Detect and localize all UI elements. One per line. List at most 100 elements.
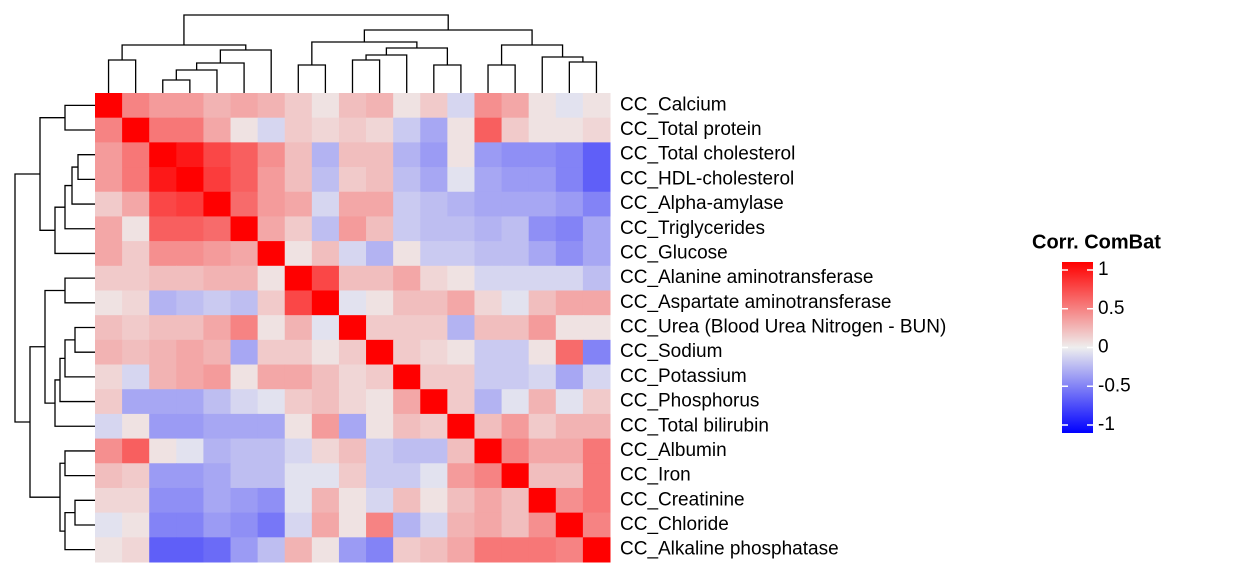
heatmap-cell <box>447 93 475 119</box>
row-label: CC_Glucose <box>620 242 728 263</box>
heatmap-cell <box>338 413 367 440</box>
row-label: CC_Iron <box>620 465 691 486</box>
heatmap-cell <box>203 290 232 316</box>
heatmap-cell <box>149 463 177 489</box>
heatmap-cell <box>582 463 611 489</box>
heatmap-cell <box>582 438 611 464</box>
heatmap-cell <box>149 389 177 415</box>
heatmap-cell <box>338 339 367 366</box>
heatmap-cell <box>311 265 340 291</box>
heatmap-cell <box>284 93 313 119</box>
heatmap-cell <box>95 315 123 341</box>
heatmap-cell <box>257 191 286 217</box>
heatmap-cell <box>176 364 204 390</box>
heatmap-cell <box>203 142 232 168</box>
heatmap-cell <box>95 389 123 415</box>
heatmap-cell <box>447 487 475 514</box>
heatmap-cell <box>122 463 150 489</box>
heatmap-cell <box>420 265 448 291</box>
heatmap-cell <box>366 142 394 168</box>
heatmap-cell <box>95 191 123 217</box>
heatmap-cell <box>501 241 530 267</box>
heatmap-cell <box>582 339 611 366</box>
dendrogram-branch <box>175 69 218 93</box>
heatmap-cell <box>338 389 367 415</box>
row-label: CC_Creatinine <box>620 489 745 510</box>
dendrogram-branch <box>64 511 95 551</box>
heatmap-cell <box>149 438 177 464</box>
heatmap-cell <box>284 537 313 563</box>
heatmap-cell <box>284 364 313 390</box>
heatmap-cell <box>474 537 503 563</box>
heatmap-cell <box>366 339 394 366</box>
heatmap-cell <box>528 339 557 366</box>
heatmap-cell <box>393 241 421 267</box>
row-label: CC_Albumin <box>620 440 727 461</box>
heatmap-cell <box>474 167 503 193</box>
heatmap-cell <box>257 241 286 267</box>
heatmap-cell <box>393 389 421 415</box>
heatmap-cell <box>501 389 530 415</box>
heatmap-cell <box>501 512 530 538</box>
heatmap-cell <box>420 241 448 267</box>
dendrogram-branch <box>74 326 95 353</box>
heatmap-cell <box>555 413 584 440</box>
legend-title: Corr. ComBat <box>1032 231 1161 253</box>
heatmap-cell <box>176 389 204 415</box>
dendrogram-branch <box>64 104 95 131</box>
heatmap-cell <box>176 315 204 341</box>
dendrogram-branch <box>54 206 95 255</box>
dendrogram-branch <box>568 61 598 93</box>
heatmap-cell <box>366 537 394 563</box>
heatmap-cell <box>176 93 204 119</box>
heatmap-cell <box>582 487 611 514</box>
dendrogram-branch <box>385 47 449 65</box>
heatmap-cell <box>95 364 123 390</box>
heatmap-cell <box>393 438 421 464</box>
heatmap-cell <box>176 463 204 489</box>
heatmap-cell <box>501 290 530 316</box>
row-label: CC_Chloride <box>620 514 729 535</box>
heatmap-cell <box>284 438 313 464</box>
heatmap-cell <box>311 512 340 538</box>
heatmap-cell <box>528 389 557 415</box>
heatmap-cell <box>257 142 286 168</box>
heatmap-cell <box>149 117 177 143</box>
heatmap-cell <box>420 364 448 390</box>
heatmap-cell <box>284 142 313 168</box>
heatmap-cell <box>338 315 367 341</box>
dendrogram-branch <box>64 184 95 230</box>
heatmap-cell <box>95 216 123 242</box>
heatmap-cell <box>555 339 584 366</box>
heatmap-cell <box>420 216 448 242</box>
heatmap-cell <box>366 364 394 390</box>
heatmap-cell <box>474 487 503 514</box>
row-label: CC_Alkaline phosphatase <box>620 539 839 560</box>
heatmap-cell <box>122 191 150 217</box>
heatmap-cell <box>555 191 584 217</box>
heatmap-cell <box>230 191 259 217</box>
heatmap-cell <box>95 512 123 538</box>
heatmap-cell <box>447 265 475 291</box>
heatmap-cell <box>501 364 530 390</box>
heatmap-cell <box>311 537 340 563</box>
heatmap-cell <box>149 216 177 242</box>
heatmap-cell <box>555 487 584 514</box>
heatmap-cell <box>203 216 232 242</box>
heatmap-cell <box>501 191 530 217</box>
heatmap-cell <box>366 512 394 538</box>
heatmap-cell <box>149 265 177 291</box>
heatmap-cell <box>95 413 123 440</box>
heatmap-cell <box>203 364 232 390</box>
heatmap-cell <box>122 241 150 267</box>
dendrogram-branch <box>162 79 191 93</box>
dendrogram-branch <box>74 499 95 526</box>
heatmap-cell <box>555 389 584 415</box>
legend-tick-label: 0.5 <box>1098 298 1124 319</box>
heatmap-cell <box>149 339 177 366</box>
heatmap-cell <box>257 117 286 143</box>
heatmap-cell <box>555 117 584 143</box>
heatmap-cell <box>338 142 367 168</box>
heatmap-cell <box>95 339 123 366</box>
heatmap-cell <box>176 487 204 514</box>
